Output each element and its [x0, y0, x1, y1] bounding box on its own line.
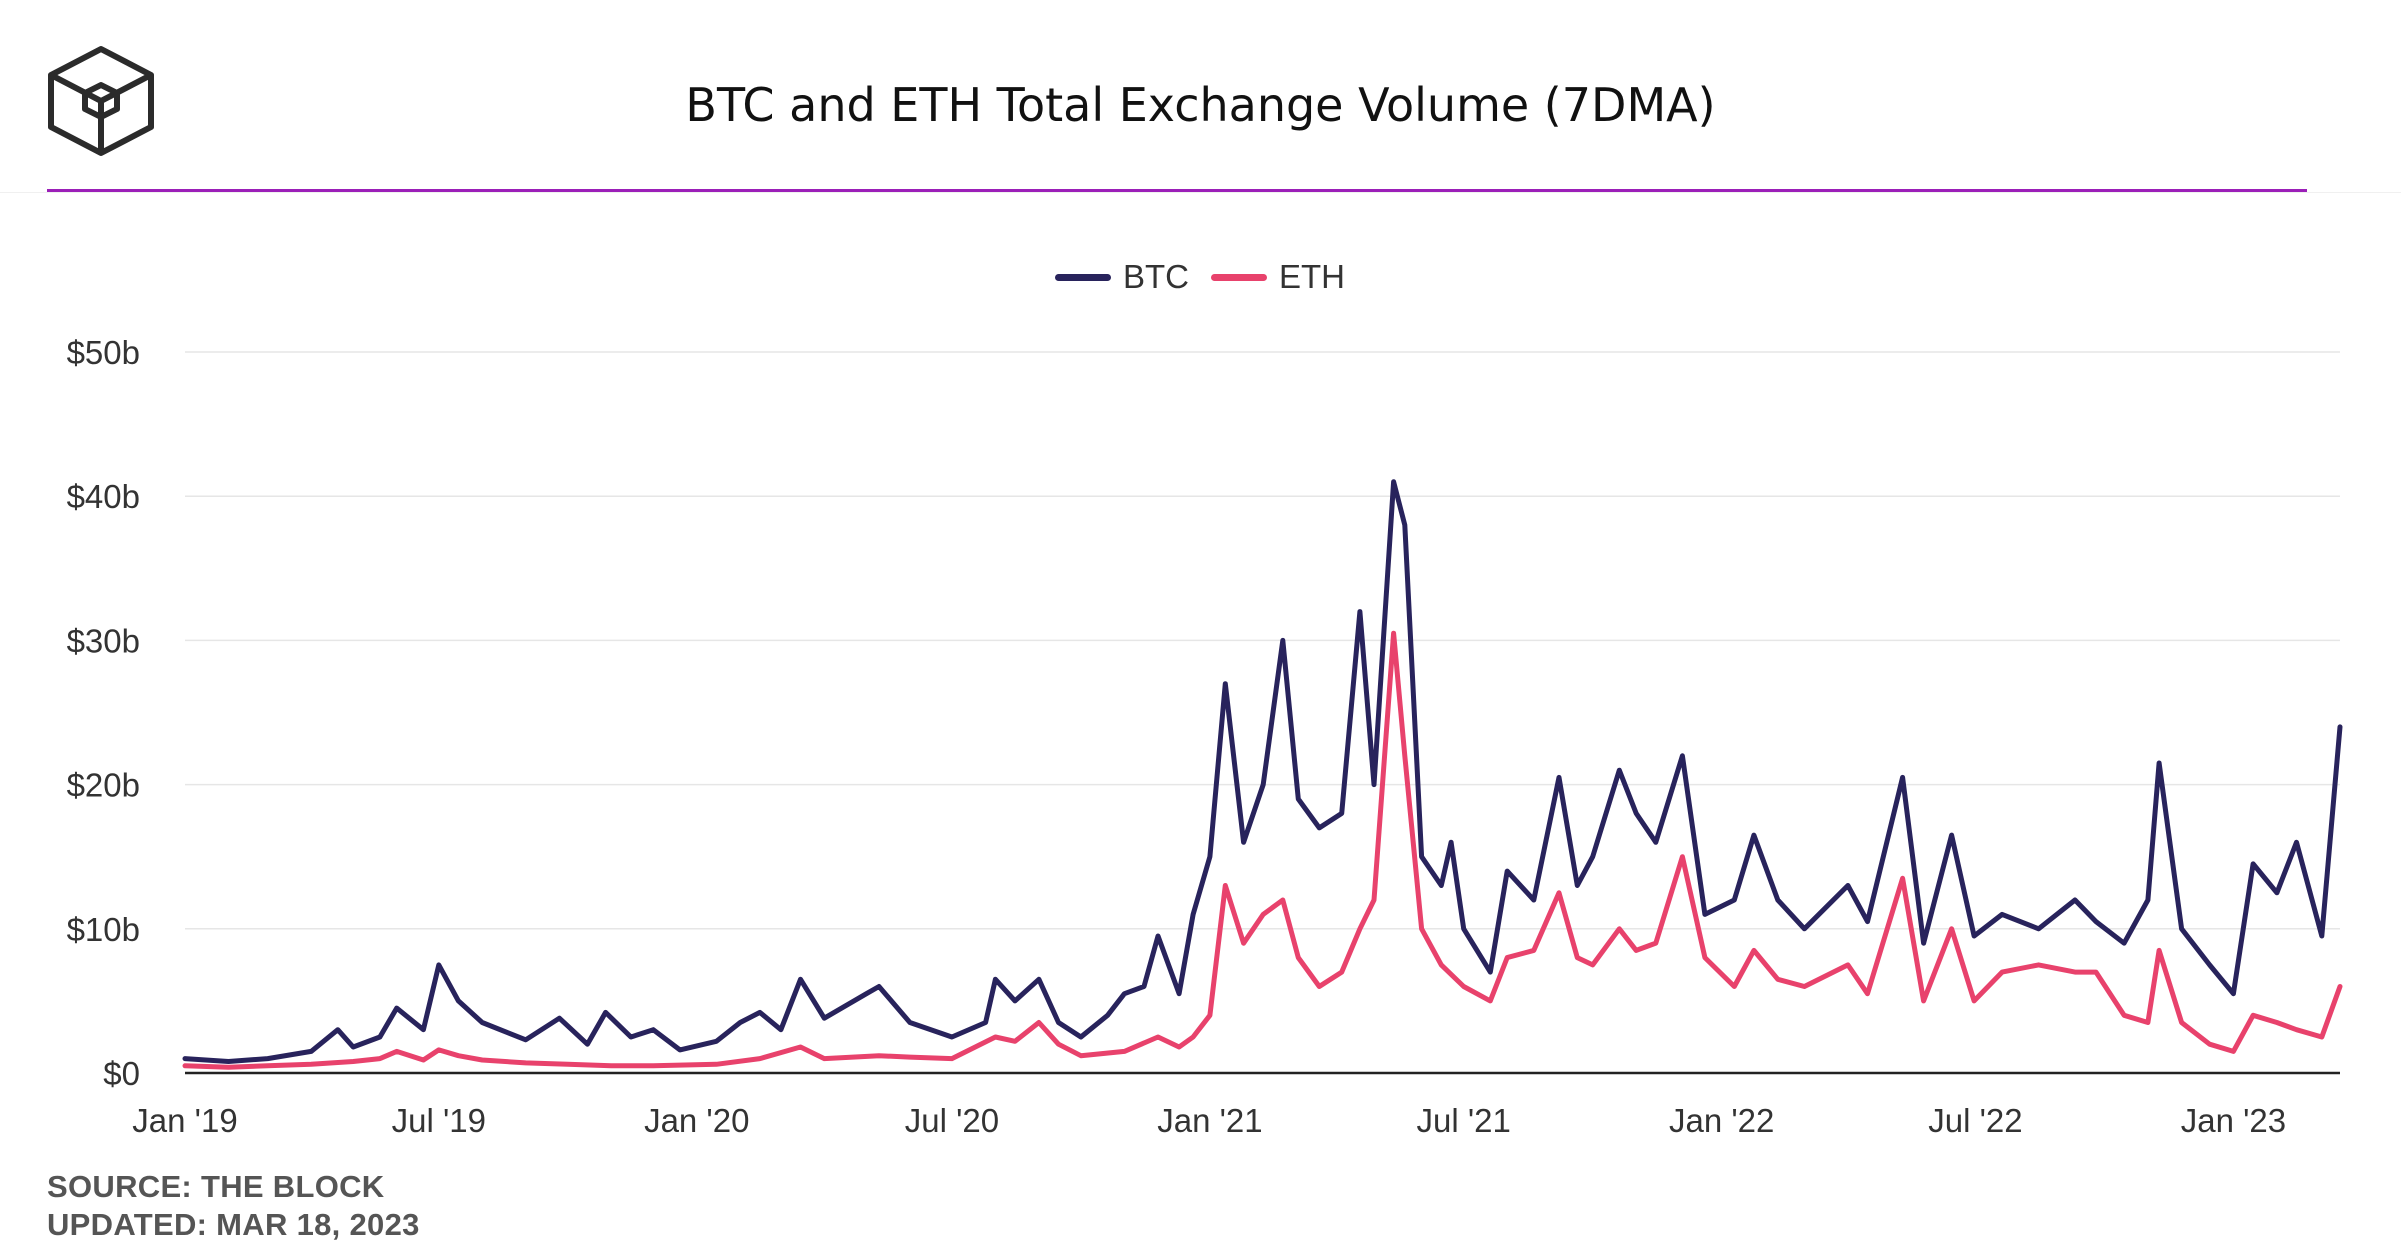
legend-swatch-btc — [1055, 273, 1111, 281]
title-divider — [47, 189, 2307, 192]
chart-legend: BTC ETH — [1055, 258, 1345, 296]
series-line-btc[interactable] — [182, 479, 2343, 1064]
legend-item-eth[interactable]: ETH — [1211, 258, 1345, 296]
x-tick-label: Jul '20 — [905, 1102, 999, 1139]
x-tick-label: Jul '21 — [1417, 1102, 1511, 1139]
source-line: SOURCE: THE BLOCK — [47, 1169, 385, 1204]
y-tick-label: $40b — [67, 478, 140, 515]
x-tick-label: Jan '19 — [132, 1102, 237, 1139]
y-tick-label: $30b — [67, 622, 140, 659]
x-tick-label: Jan '22 — [1669, 1102, 1774, 1139]
legend-item-btc[interactable]: BTC — [1055, 258, 1189, 296]
x-tick-label: Jul '19 — [392, 1102, 486, 1139]
x-tick-label: Jan '23 — [2181, 1102, 2286, 1139]
legend-label-eth: ETH — [1279, 258, 1345, 295]
y-tick-label: $10b — [67, 911, 140, 948]
series-lines — [182, 479, 2343, 1070]
legend-swatch-eth — [1211, 273, 1267, 281]
chart-title: BTC and ETH Total Exchange Volume (7DMA) — [685, 78, 1716, 132]
updated-line: UPDATED: MAR 18, 2023 — [47, 1207, 420, 1242]
the-block-logo-icon — [48, 46, 154, 156]
source-note: SOURCE: THE BLOCK UPDATED: MAR 18, 2023 — [47, 1168, 420, 1244]
legend-label-btc: BTC — [1123, 258, 1189, 295]
header-band — [0, 0, 2401, 193]
x-axis-ticks: Jan '19 Jul '19 Jan '20 Jul '20 Jan '21 Jul '… — [132, 1102, 2286, 1139]
series-line-eth[interactable] — [182, 630, 2343, 1070]
y-tick-label: $0 — [103, 1055, 140, 1092]
y-axis-ticks: $0 $10b $20b $30b $40b $50b — [67, 334, 140, 1092]
gridlines — [185, 351, 2340, 1075]
x-tick-label: Jan '21 — [1157, 1102, 1262, 1139]
x-tick-label: Jan '20 — [644, 1102, 749, 1139]
x-tick-label: Jul '22 — [1928, 1102, 2022, 1139]
y-tick-label: $20b — [67, 767, 140, 804]
y-tick-label: $50b — [67, 334, 140, 371]
